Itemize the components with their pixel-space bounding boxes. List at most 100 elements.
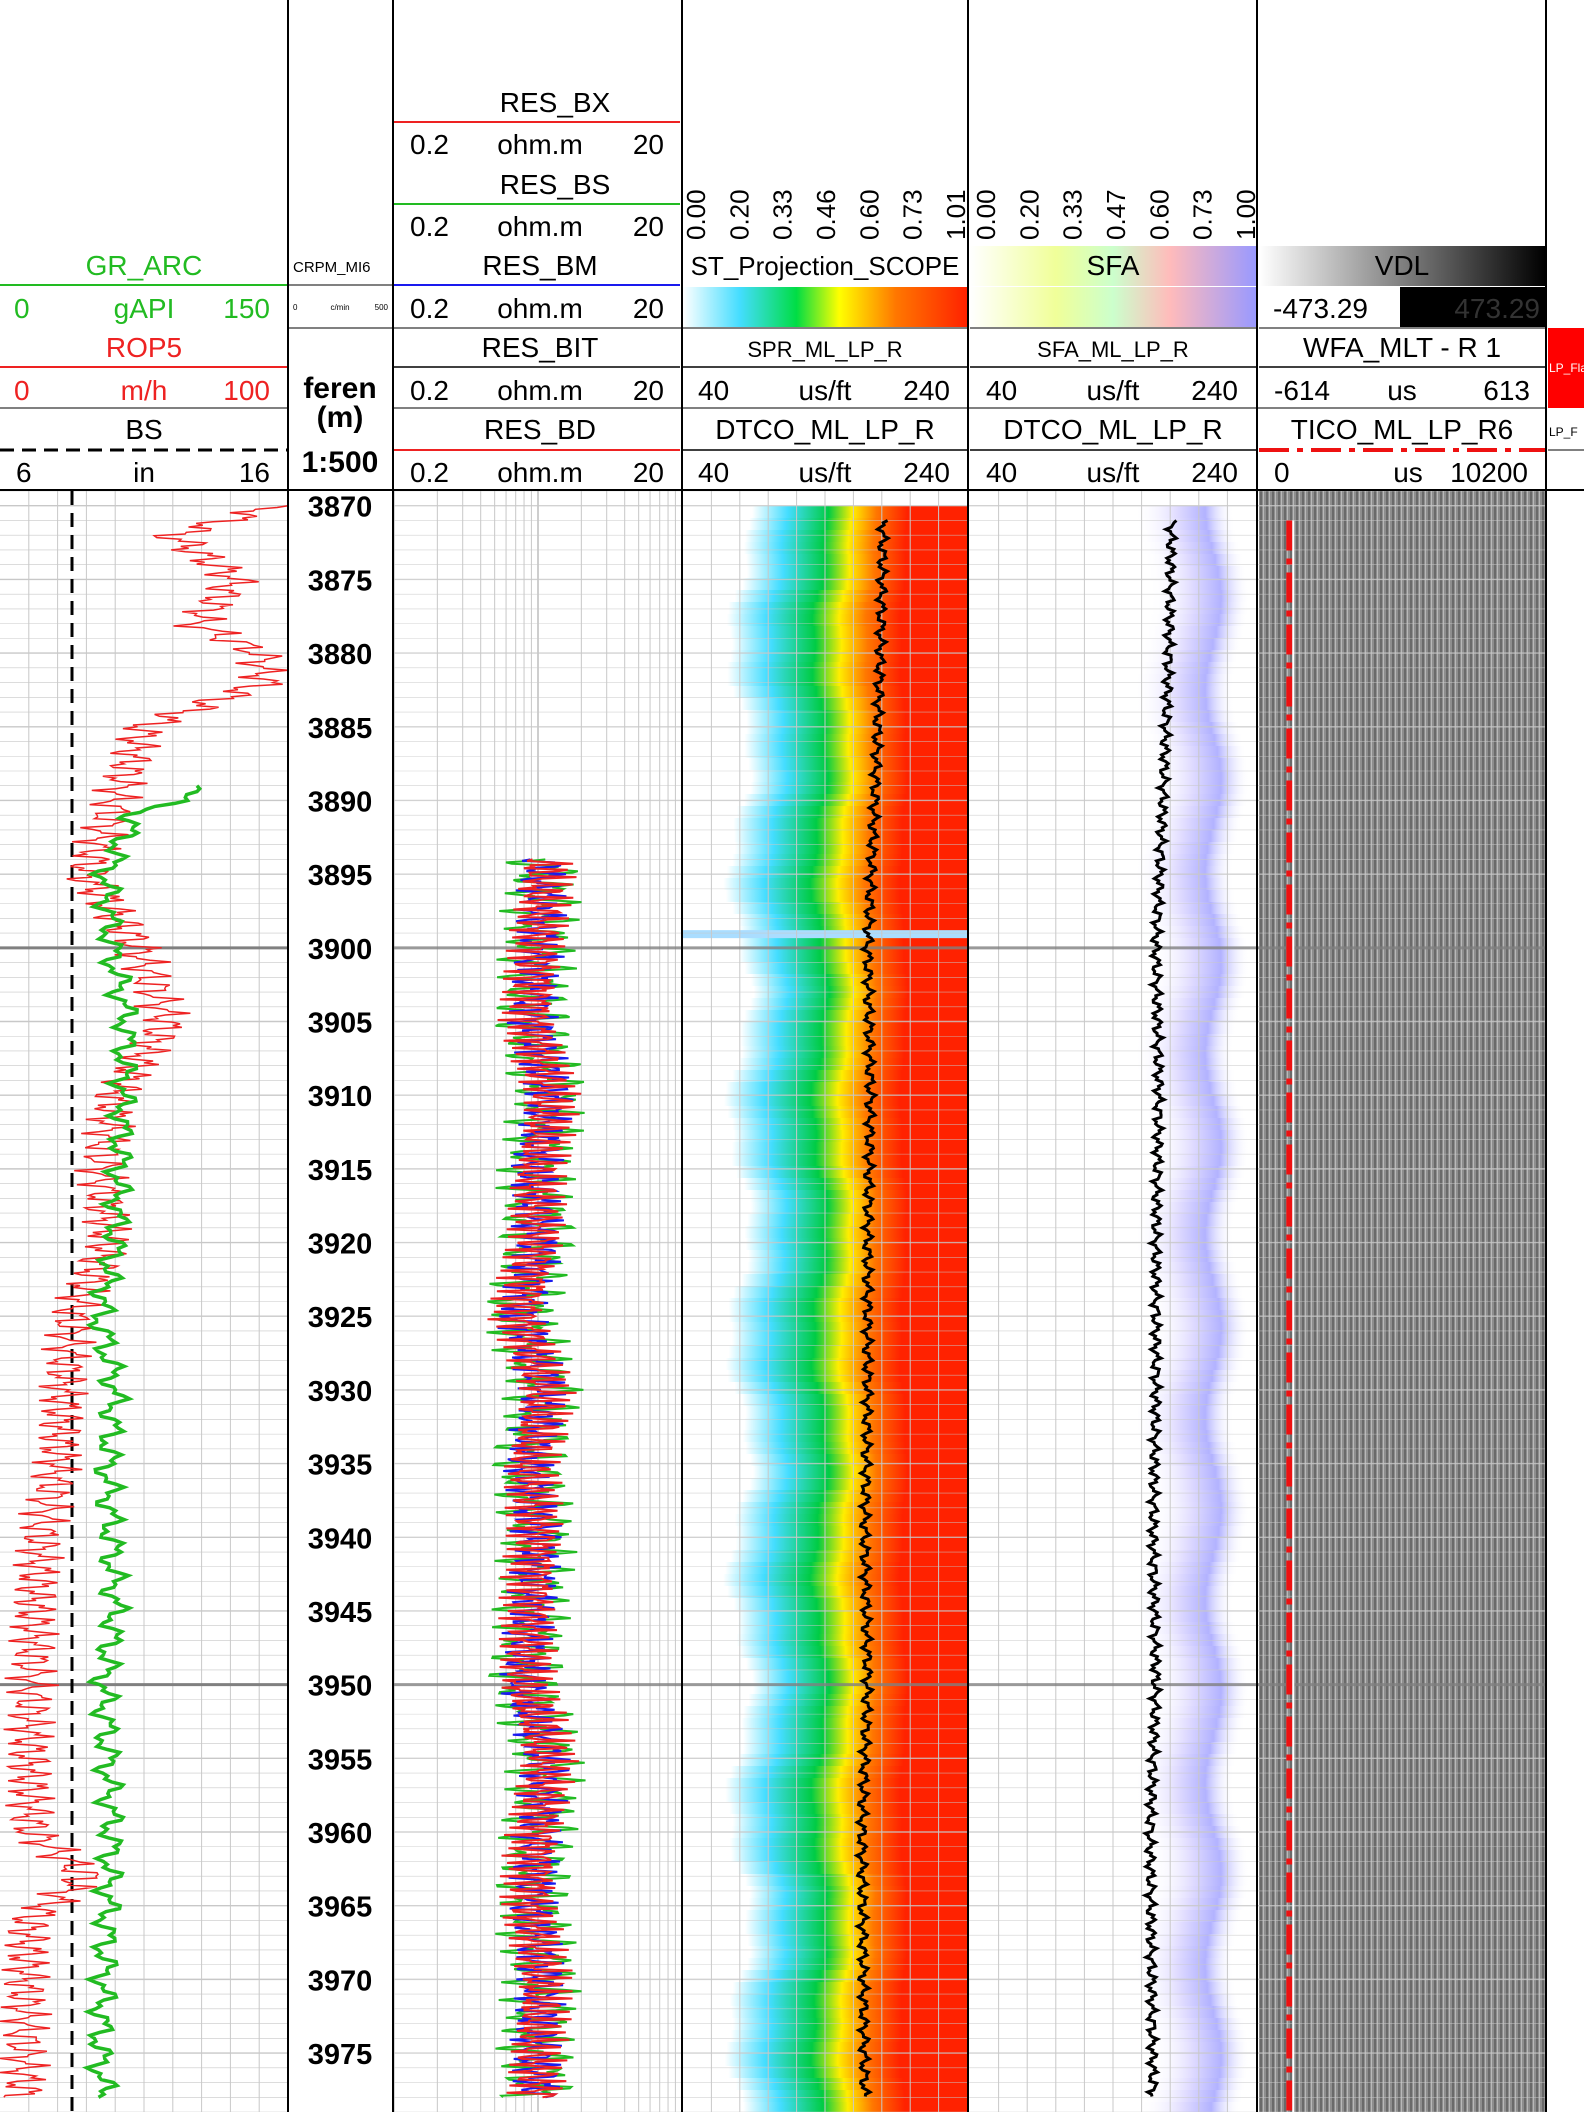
crpm-curve-name: CRPM_MI6 — [293, 259, 371, 276]
sfa-image-band — [964, 1022, 1251, 1034]
spr-image-band — [712, 1622, 967, 1634]
spr-image-band — [720, 1442, 967, 1454]
sfa-image-band — [964, 1070, 1251, 1082]
spr-image-band — [716, 698, 967, 710]
spr-image-band — [697, 1094, 967, 1106]
spr-image-band — [700, 674, 967, 686]
color-scale-tick-label: 0.20 — [1014, 189, 1044, 240]
sfa-image-band — [964, 842, 1251, 854]
sfa-image-band — [977, 950, 1264, 962]
sfa-image-band — [977, 1862, 1264, 1874]
spr-image-band — [714, 1970, 967, 1982]
spr-image-band — [707, 1286, 967, 1298]
sfa-image-band — [962, 1958, 1249, 1970]
dtco-curve-sfa — [1141, 519, 1180, 2097]
sfa-image-band — [976, 758, 1263, 770]
res-bd-unit: ohm.m — [497, 457, 583, 488]
sfa-image-band — [977, 1130, 1264, 1142]
sfa-image-band — [976, 1886, 1263, 1898]
spr-image-band — [711, 806, 967, 818]
sfa-image-band — [975, 1346, 1262, 1358]
sfa-image-band — [976, 1118, 1263, 1130]
sfa-image-band — [962, 878, 1249, 890]
spr-image-band — [713, 1754, 967, 1766]
sfa-image-band — [976, 1154, 1263, 1166]
spr-curve-min: 40 — [698, 375, 729, 406]
spr-image-band — [726, 1202, 967, 1214]
sfa-track-header: 0.00 0.20 0.33 0.47 0.60 0.73 1.00 SFA SFA_ML_… — [970, 189, 1261, 488]
spr-image-band — [727, 770, 967, 782]
spr-image — [683, 506, 967, 2112]
sfa-image-band — [962, 1586, 1249, 1598]
sfa-image-band — [974, 746, 1261, 758]
depth-label: 3875 — [308, 565, 373, 597]
vdl-wfa-name: WFA_MLT - R 1 — [1303, 332, 1501, 363]
sfa-image-band — [977, 1514, 1264, 1526]
spr-curve-name: DTCO_ML_LP_R — [715, 414, 934, 445]
spr-image-band — [723, 1958, 967, 1970]
color-scale-tick-label: 0.00 — [971, 189, 1001, 240]
sfa-image-band — [973, 626, 1260, 638]
sfa-image-band — [974, 1838, 1261, 1850]
res-bx-min: 0.2 — [410, 129, 449, 160]
depth-scale-label: 1:500 — [302, 446, 379, 479]
sfa-curve-max: 240 — [1191, 375, 1238, 406]
sfa-image-band — [975, 1478, 1262, 1490]
sfa-image-band — [976, 1670, 1263, 1682]
sfa-image-band — [973, 806, 1260, 818]
spr-image-band — [716, 1718, 967, 1730]
spr-track-header: 0.00 0.20 0.33 0.46 0.60 0.73 1.01 ST_Projecti… — [681, 189, 971, 488]
bs-max: 16 — [239, 457, 270, 488]
depth-label: 3905 — [308, 1008, 373, 1040]
spr-image-band — [702, 1346, 967, 1358]
spr-image-band — [723, 758, 967, 770]
bs-curve-name: BS — [125, 414, 162, 445]
spr-image-band — [705, 1142, 967, 1154]
res-bs-name: RES_BS — [500, 169, 611, 200]
tico-max: 10200 — [1450, 457, 1528, 488]
sfa-image-band — [965, 1202, 1252, 1214]
sfa-image-band — [977, 590, 1264, 602]
sfa-image-band — [969, 1370, 1256, 1382]
sfa-image-band — [962, 1766, 1249, 1778]
sfa-image-band — [967, 1742, 1254, 1754]
sfa-image-band — [974, 566, 1261, 578]
spr-curve-unit: us/ft — [799, 375, 852, 406]
color-scale-tick-label: 0.47 — [1101, 189, 1131, 240]
spr-image-band — [717, 1490, 967, 1502]
spr-image-band — [709, 590, 967, 602]
color-scale-tick-label: 0.73 — [1188, 189, 1218, 240]
bs-min: 6 — [16, 457, 32, 488]
sfa-image-band — [964, 1934, 1251, 1946]
sfa-image-band — [967, 1994, 1254, 2006]
vdl-time-max: 613 — [1483, 375, 1530, 406]
sfa-image-band — [977, 1694, 1264, 1706]
res-bs-max: 20 — [633, 211, 664, 242]
spr-image-band — [706, 1982, 967, 1994]
vdl-time-min: -614 — [1274, 375, 1330, 406]
res-bx-name: RES_BX — [500, 87, 611, 118]
spr-image-band — [725, 518, 967, 530]
spr-image-band — [705, 1322, 967, 1334]
spr-image-band — [698, 890, 967, 902]
sfa-image-band — [967, 1814, 1254, 1826]
res-bd-name: RES_BD — [484, 414, 596, 445]
gr-max: 150 — [223, 293, 270, 324]
sfa-image-band — [974, 2078, 1261, 2090]
rop-curve-name: ROP5 — [106, 332, 182, 363]
spr-image-band — [704, 2030, 967, 2042]
spr-image-band — [697, 2054, 967, 2066]
sfa-image-band — [963, 1250, 1250, 1262]
sfa-image-band — [968, 2102, 1255, 2112]
res-bd-curve — [487, 858, 582, 2099]
spr-image-band — [710, 1538, 967, 1550]
tico-min: 0 — [1274, 457, 1290, 488]
sfa-image-band — [977, 1874, 1264, 1886]
depth-label: 3915 — [308, 1155, 373, 1187]
color-scale-tick-label: 0.73 — [898, 189, 928, 240]
sfa-image-band — [977, 1490, 1264, 1502]
spr-image-band — [723, 1934, 967, 1946]
depth-reference-label: feren — [303, 372, 376, 405]
sfa-image-band — [962, 854, 1249, 866]
vdl-track-header: VDL -473.29 473.29 WFA_MLT - R 1 -614 us… — [1259, 246, 1545, 488]
